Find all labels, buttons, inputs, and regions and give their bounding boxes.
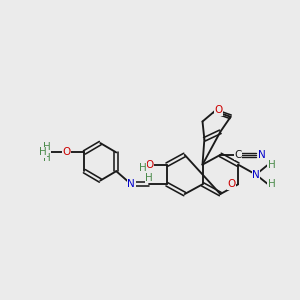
Text: O: O [145,160,153,170]
Text: H: H [43,142,50,152]
Text: H: H [43,153,50,163]
Text: C: C [234,150,242,160]
Text: N: N [252,169,260,180]
Text: O: O [62,147,71,158]
Text: H: H [39,147,46,158]
Text: H: H [139,163,146,173]
Text: H: H [268,160,275,170]
Text: O: O [214,105,223,115]
Text: H: H [145,173,153,183]
Text: N: N [258,150,266,160]
Text: H: H [268,179,275,189]
Text: O: O [228,179,236,189]
Text: N: N [128,179,135,189]
